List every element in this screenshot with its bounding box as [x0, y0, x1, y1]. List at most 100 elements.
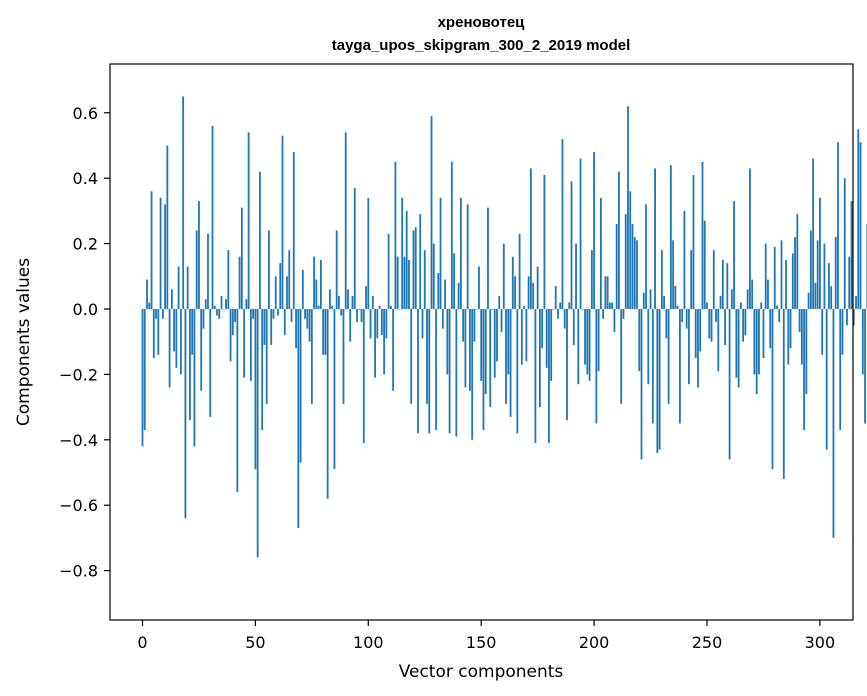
bar-122 [417, 309, 419, 434]
bar-306 [832, 309, 835, 538]
bar-144 [466, 204, 469, 309]
y-tick-label: 0.0 [73, 300, 98, 319]
bar-176 [539, 309, 541, 408]
bar-294 [805, 309, 808, 395]
bar-200 [593, 152, 596, 309]
bar-174 [534, 309, 537, 444]
bar-75 [310, 309, 313, 404]
bar-126 [426, 309, 428, 404]
bar-15 [175, 309, 178, 368]
bar-141 [459, 197, 462, 309]
bar-79 [319, 259, 322, 309]
bar-123 [419, 214, 422, 309]
bar-245 [694, 309, 697, 359]
bar-107 [383, 309, 386, 375]
bar-68 [295, 309, 297, 349]
x-tick-label: 150 [466, 633, 497, 652]
bar-293 [803, 309, 805, 430]
bar-210 [615, 223, 618, 309]
bar-246 [697, 309, 699, 388]
bar-143 [464, 309, 467, 388]
bar-175 [536, 266, 539, 309]
bar-280 [773, 246, 776, 309]
bar-252 [710, 309, 713, 342]
bar-278 [769, 309, 772, 349]
bar-153 [487, 207, 489, 309]
bar-198 [588, 309, 591, 381]
y-tick-label: −0.6 [59, 496, 98, 515]
bar-36 [222, 309, 225, 310]
bar-259 [726, 263, 729, 309]
bar-204 [602, 309, 605, 319]
bar-320 [864, 309, 866, 424]
y-tick-label: −0.8 [59, 562, 98, 581]
bar-118 [408, 259, 410, 309]
bar-137 [450, 161, 453, 309]
bar-292 [800, 309, 803, 365]
bar-254 [715, 309, 717, 323]
bar-20 [186, 266, 189, 309]
bar-238 [679, 309, 681, 424]
bar-209 [613, 309, 616, 332]
bar-31 [211, 125, 214, 309]
bar-248 [701, 161, 704, 309]
bar-16 [177, 266, 180, 309]
bar-213 [622, 309, 625, 319]
bar-307 [834, 237, 837, 309]
bar-202 [597, 309, 600, 372]
bar-84 [331, 305, 334, 309]
bar-236 [674, 286, 677, 309]
y-axis-ticks: 0.6 0.4 0.2 0.0 −0.2 −0.4 −0.6 −0.8 [59, 104, 110, 581]
bar-186 [561, 138, 564, 309]
bar-30 [209, 309, 212, 417]
bar-95 [356, 309, 358, 323]
x-tick-label: 200 [579, 633, 610, 652]
bar-211 [618, 171, 620, 309]
bar-303 [825, 309, 828, 450]
bar-25 [198, 201, 200, 309]
bar-57 [270, 309, 273, 345]
bar-219 [636, 240, 638, 309]
bar-312 [846, 309, 848, 326]
bar-244 [692, 174, 695, 309]
bar-193 [577, 309, 580, 385]
bar-21 [189, 309, 191, 421]
bar-48 [249, 309, 252, 381]
y-tick-label: −0.4 [59, 431, 98, 450]
bar-224 [647, 309, 650, 385]
bar-288 [791, 253, 794, 309]
bar-43 [238, 256, 241, 309]
bar-299 [816, 240, 819, 309]
bar-61 [279, 263, 282, 309]
bar-177 [541, 309, 544, 349]
bar-227 [654, 168, 656, 309]
bar-135 [446, 309, 449, 375]
bar-73 [306, 309, 309, 329]
bar-63 [283, 309, 286, 336]
bar-116 [403, 256, 406, 309]
bar-189 [568, 302, 571, 309]
bar-90 [344, 132, 347, 309]
bar-105 [378, 305, 381, 309]
bar-316 [855, 295, 857, 309]
bar-158 [498, 295, 501, 309]
bar-132 [439, 197, 442, 309]
bar-298 [814, 282, 817, 309]
bar-154 [489, 309, 492, 408]
bar-279 [771, 309, 774, 470]
bar-290 [796, 214, 799, 309]
bar-59 [274, 276, 277, 309]
bar-269 [749, 168, 751, 309]
bar-282 [778, 309, 781, 323]
bar-250 [706, 302, 708, 309]
bar-170 [525, 309, 528, 362]
x-axis-ticks: 0 50 100 150 200 250 300 [137, 620, 835, 652]
bar-166 [516, 309, 519, 434]
x-tick-label: 300 [805, 633, 836, 652]
bar-265 [739, 302, 742, 309]
bar-56 [268, 230, 270, 309]
bar-92 [349, 309, 352, 342]
bar-83 [329, 289, 331, 309]
bar-243 [690, 250, 693, 309]
bar-49 [252, 309, 255, 319]
